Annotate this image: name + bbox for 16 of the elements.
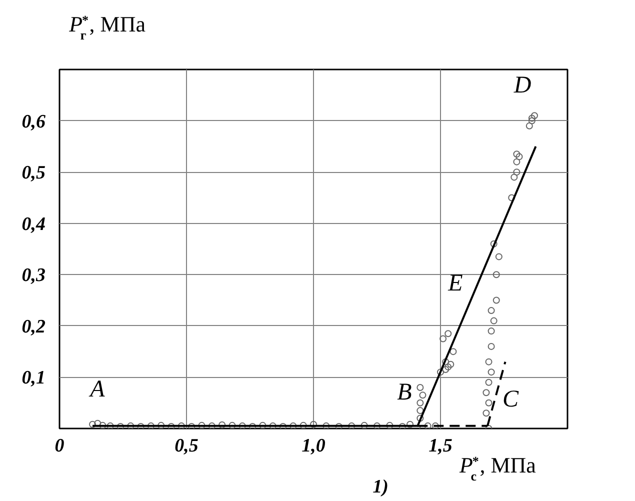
annotation: C [502, 386, 520, 412]
annotation: D [512, 72, 532, 98]
annotation: A [88, 376, 106, 402]
y-tick-label: 0,3 [22, 265, 46, 286]
x-tick-label: 1,5 [428, 436, 453, 456]
x-tick-label: 1,0 [302, 436, 326, 456]
y-tick-label: 0,5 [22, 162, 46, 184]
x-tick-label: 0 [54, 436, 65, 456]
text: 1) [372, 476, 388, 498]
x-tick-label: 0,5 [174, 436, 199, 456]
y-tick-label: 0,6 [22, 111, 46, 132]
y-tick-label: 0,1 [22, 368, 46, 389]
annotation: B [397, 380, 412, 406]
annotation: E [447, 270, 464, 296]
y-tick-label: 0,2 [22, 316, 46, 338]
y-tick-label: 0,4 [22, 214, 46, 235]
